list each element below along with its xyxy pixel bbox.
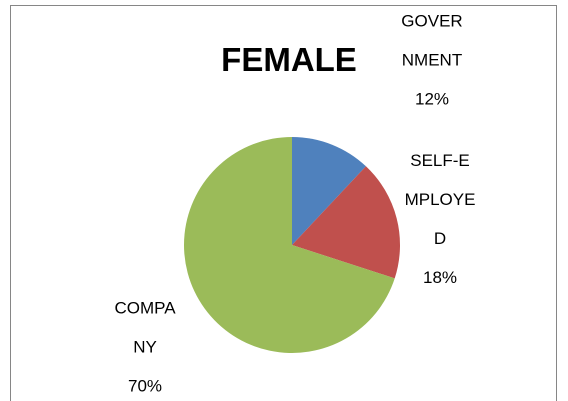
value-label: 18%: [422, 268, 458, 287]
category-label: GOVERNMENT: [401, 11, 463, 70]
data-label: GOVERNMENT 12%: [396, 2, 468, 119]
pie-slice: [184, 137, 395, 353]
value-label: 12%: [414, 89, 450, 109]
value-label: 70%: [127, 376, 163, 396]
data-label: SELF-EMPLOYED 18%: [404, 141, 476, 297]
chart-title: FEMALE: [221, 41, 357, 78]
data-label: COMPANY 70%: [109, 289, 181, 401]
pie-slice: [292, 166, 401, 279]
category-label: SELF-EMPLOYED: [404, 151, 476, 248]
pie-slice: [292, 137, 366, 245]
category-label: COMPANY: [114, 298, 176, 357]
